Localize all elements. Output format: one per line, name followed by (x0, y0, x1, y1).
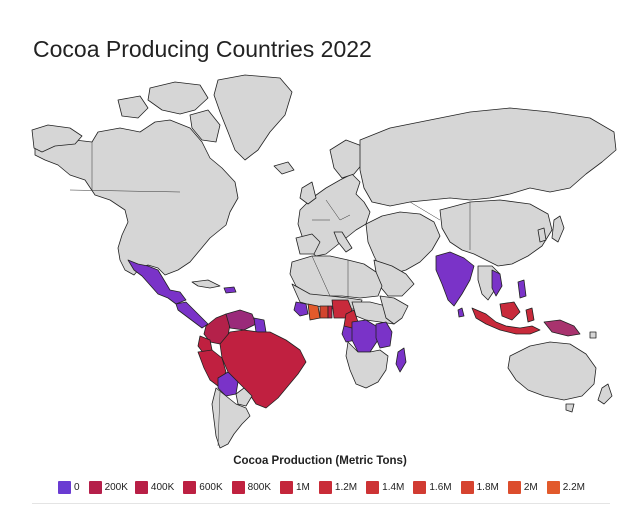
region-alaska[interactable] (31, 124, 83, 153)
region-togo[interactable] (327, 305, 333, 319)
legend-title: Cocoa Production (Metric Tons) (233, 455, 407, 467)
legend-item[interactable]: 1M (280, 479, 310, 495)
legend-item[interactable]: 2.2M (546, 479, 585, 495)
region-hispaniola[interactable] (223, 286, 237, 294)
page-title: Cocoa Producing Countries 2022 (33, 36, 372, 62)
region-horn-of-africa[interactable] (379, 295, 409, 325)
region-sulawesi[interactable] (525, 307, 535, 323)
legend-label: 0 (74, 481, 80, 493)
region-baffin-island[interactable] (189, 109, 221, 143)
region-iceland[interactable] (273, 161, 295, 175)
legend-label: 2M (523, 481, 538, 493)
region-venezuela[interactable] (225, 309, 257, 331)
region-guyana[interactable] (253, 317, 267, 333)
region-guinea-liberia[interactable] (293, 301, 309, 317)
region-paraguay[interactable] (235, 387, 253, 407)
region-scandinavia[interactable] (329, 139, 365, 179)
region-sri-lanka[interactable] (457, 307, 465, 318)
region-new-zealand[interactable] (597, 383, 613, 405)
region-tasmania[interactable] (565, 403, 575, 413)
asia (359, 107, 617, 337)
legend-label: 200K (104, 481, 128, 493)
region-italy[interactable] (333, 231, 353, 253)
region-north-america-mainland[interactable] (34, 119, 239, 276)
legend-label: 600K (199, 481, 223, 493)
legend-item[interactable]: 400K (134, 479, 175, 495)
europe (273, 139, 371, 257)
legend-swatch (183, 480, 197, 494)
legend-label: 1.4M (382, 481, 405, 493)
legend-swatch (318, 480, 332, 494)
legend-swatch (88, 480, 102, 494)
legend-swatch (460, 480, 474, 494)
africa (289, 255, 409, 389)
legend-label: 800K (247, 481, 271, 493)
region-japan[interactable] (551, 215, 565, 243)
region-arctic-archipelago[interactable] (117, 95, 149, 119)
region-ghana[interactable] (319, 305, 329, 319)
legend-label: 400K (150, 481, 175, 493)
legend-swatch (58, 480, 71, 494)
region-russia[interactable] (359, 107, 617, 207)
legend-item[interactable]: 1.8M (460, 479, 499, 495)
legend-item[interactable]: 1.2M (318, 479, 358, 495)
south-america (197, 309, 307, 449)
legend-label: 1.2M (334, 481, 358, 493)
region-east-africa[interactable] (375, 321, 393, 349)
legend-item[interactable]: 1.6M (413, 479, 452, 495)
region-greenland[interactable] (213, 74, 293, 161)
region-caribbean[interactable] (191, 279, 221, 289)
region-brazil[interactable] (219, 329, 307, 409)
region-borneo[interactable] (499, 301, 521, 321)
legend-item[interactable]: 2M (507, 479, 538, 495)
legend-swatch (231, 480, 245, 494)
legend-swatch (507, 480, 521, 494)
region-cote-divoire[interactable] (307, 303, 321, 321)
legend-swatch (280, 480, 293, 494)
legend-swatch (413, 480, 427, 494)
region-pacific-islands[interactable] (589, 331, 597, 339)
legend-label: 1.8M (476, 481, 499, 493)
legend-item[interactable]: 600K (183, 479, 223, 495)
legend-swatch (546, 480, 560, 494)
legend-label: 1.6M (429, 481, 452, 493)
region-united-kingdom[interactable] (299, 181, 317, 205)
region-indonesia[interactable] (471, 307, 541, 335)
region-australia[interactable] (507, 341, 597, 401)
region-korea[interactable] (537, 227, 547, 243)
legend-item[interactable]: 800K (231, 479, 271, 495)
region-dr-congo[interactable] (351, 319, 379, 353)
region-southern-cone[interactable] (211, 387, 251, 449)
legend-item[interactable]: 1.4M (366, 479, 404, 495)
world-map[interactable] (30, 70, 620, 450)
region-southern-africa[interactable] (345, 341, 389, 389)
region-central-america[interactable] (175, 301, 209, 329)
region-mexico[interactable] (127, 259, 187, 305)
legend-swatch (134, 480, 148, 494)
legend-label: 1M (296, 481, 310, 493)
region-philippines[interactable] (517, 279, 527, 299)
region-madagascar[interactable] (395, 347, 407, 373)
region-papua-new-guinea[interactable] (543, 319, 581, 337)
color-legend: 0 200K 400K 600K 800K 1M 1.2M 1.4M 1.6M 1.8M 2M 2.2… (58, 479, 594, 495)
region-china[interactable] (439, 199, 553, 267)
legend-item[interactable]: 200K (88, 479, 128, 495)
map-canvas[interactable] (30, 70, 620, 450)
legend-item[interactable]: 0 (58, 479, 80, 495)
oceania (507, 331, 613, 413)
north-america (31, 74, 293, 329)
region-arctic-islands[interactable] (147, 81, 209, 115)
region-india[interactable] (435, 251, 475, 307)
legend-swatch (366, 480, 380, 494)
region-middle-east[interactable] (365, 211, 441, 275)
region-vietnam[interactable] (491, 269, 503, 297)
divider (32, 503, 610, 504)
region-iberia[interactable] (295, 233, 321, 255)
legend-label: 2.2M (562, 481, 585, 493)
